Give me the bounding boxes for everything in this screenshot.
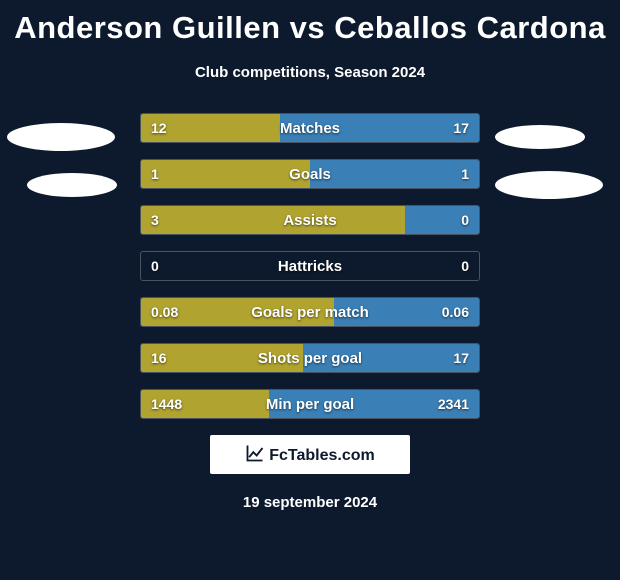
date-text: 19 september 2024 [0,494,620,511]
stat-row: Assists30 [140,205,480,235]
stat-row: Goals11 [140,159,480,189]
player-right-shadow-placeholder [495,171,603,199]
stat-bar-right [303,344,479,372]
comparison-chart: Matches1217 Goals11 Assists30 Hattricks0 0 Go… [0,113,620,419]
stat-bar-left [141,160,310,188]
stat-bar-right [269,390,479,418]
stat-bar-left [141,114,280,142]
stat-value-right: 0 [451,252,479,280]
page-title: Anderson Guillen vs Ceballos Cardona [0,0,620,46]
stat-bar-right [334,298,479,326]
stat-label: Hattricks [141,252,479,280]
branding-text: FcTables.com [269,447,375,465]
stat-bar-right [405,206,479,234]
stat-row: Shots per goal1617 [140,343,480,373]
stat-row: Hattricks0 0 [140,251,480,281]
stat-bar-left [141,206,405,234]
stat-row: Matches1217 [140,113,480,143]
stat-bar-right [280,114,479,142]
stat-row: Min per goal14482341 [140,389,480,419]
player-right-photo-placeholder [495,125,585,149]
stat-bar-left [141,344,303,372]
stat-bar-right [310,160,479,188]
branding-badge: FcTables.com [210,435,410,474]
page-subtitle: Club competitions, Season 2024 [0,64,620,81]
stat-row: Goals per match0.080.06 [140,297,480,327]
player-left-shadow-placeholder [27,173,117,197]
stat-bar-left [141,298,334,326]
stat-rows: Matches1217 Goals11 Assists30 Hattricks0 0 Go… [140,113,480,419]
stat-value-left: 0 [141,252,169,280]
stat-bar-left [141,390,269,418]
branding-chart-icon [245,443,265,468]
player-left-photo-placeholder [7,123,115,151]
